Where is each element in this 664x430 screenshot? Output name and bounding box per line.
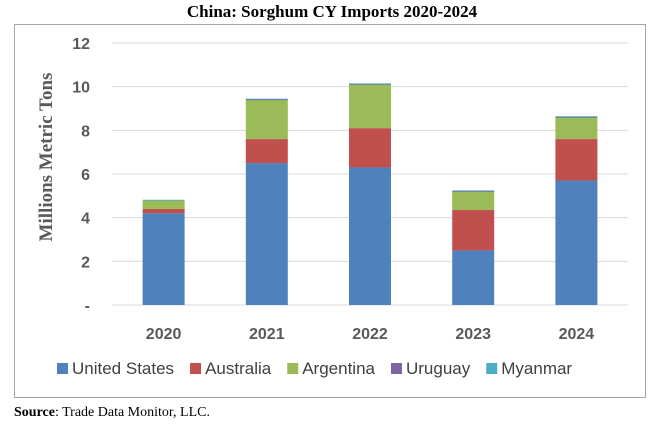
y-tick-label: -	[85, 298, 90, 315]
legend-swatch	[190, 363, 202, 374]
bar-segment	[452, 210, 495, 251]
x-tick-label: 2024	[559, 326, 595, 343]
x-tick-labels: 2020 2021 2022 2023 2024	[146, 326, 594, 343]
x-tick-label: 2022	[352, 326, 388, 343]
legend-label: Myanmar	[501, 359, 572, 378]
legend-swatch	[486, 363, 498, 374]
bar-segment	[555, 116, 598, 118]
bar-segment	[245, 99, 288, 101]
source-text: : Trade Data Monitor, LLC.	[54, 405, 210, 420]
legend-swatch	[390, 363, 402, 374]
bar-segment	[452, 191, 495, 192]
bars	[142, 83, 598, 305]
source-note: Source: Trade Data Monitor, LLC.	[14, 405, 210, 421]
y-tick-label: 2	[81, 254, 90, 271]
bar-segment	[349, 83, 391, 85]
bar-segment	[452, 190, 495, 192]
bar-segment	[555, 139, 598, 181]
chart-frame	[14, 24, 646, 398]
bar-segment	[245, 99, 288, 140]
bar-segment	[245, 139, 288, 164]
bar-segment	[142, 199, 185, 201]
x-tick-label: 2023	[455, 326, 491, 343]
y-tick-label: 12	[72, 36, 90, 53]
y-tick-label: 10	[72, 80, 90, 97]
legend-swatch	[57, 363, 68, 374]
bar-segment	[452, 191, 495, 211]
y-tick-label: 4	[81, 211, 90, 228]
legend: United States Australia Argentina Uruguay My…	[57, 359, 572, 378]
bar-segment	[349, 128, 391, 168]
bar-segment	[555, 117, 598, 140]
bar-segment	[349, 84, 391, 85]
bar-segment	[142, 213, 185, 305]
bar-segment	[349, 84, 391, 129]
bar-segment	[349, 167, 391, 305]
bar-segment	[245, 163, 288, 305]
chart-title: China: Sorghum CY Imports 2020-2024	[186, 2, 478, 21]
y-axis-label: Millions Metric Tons	[36, 73, 57, 242]
legend-label: United States	[72, 359, 174, 378]
y-tick-labels: - 2 4 6 8 10 12	[72, 36, 90, 315]
bar-segment	[452, 250, 495, 305]
x-tick-label: 2020	[146, 326, 182, 343]
bar-segment	[142, 200, 185, 209]
legend-label: Argentina	[302, 359, 375, 378]
bar-segment	[245, 98, 288, 100]
bar-segment	[142, 208, 185, 214]
bar-segment	[555, 180, 598, 305]
y-tick-label: 8	[81, 123, 90, 140]
legend-label: Uruguay	[406, 359, 471, 378]
x-tick-label: 2021	[249, 326, 285, 343]
bar-segment	[555, 116, 598, 117]
y-tick-label: 6	[81, 167, 90, 184]
legend-label: Australia	[205, 359, 272, 378]
source-label: Source	[14, 405, 55, 420]
legend-swatch	[287, 363, 299, 374]
